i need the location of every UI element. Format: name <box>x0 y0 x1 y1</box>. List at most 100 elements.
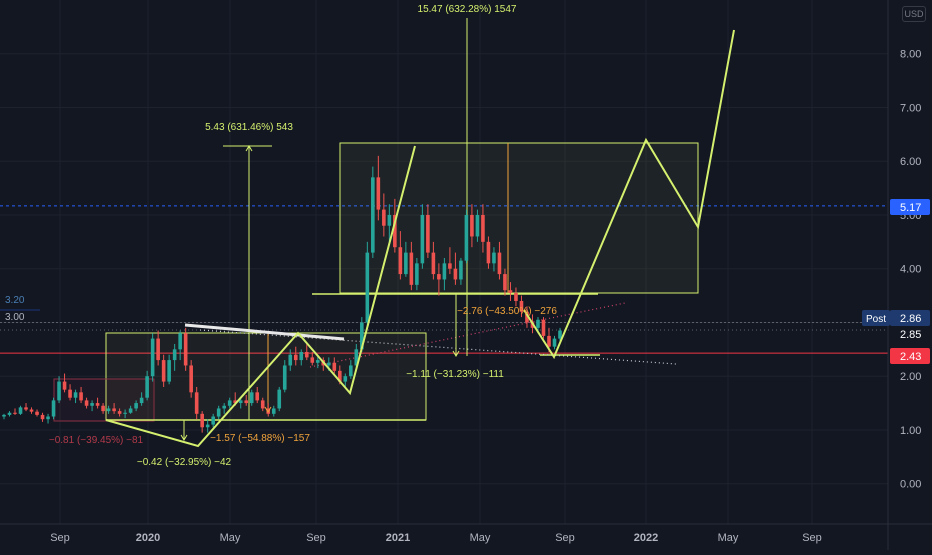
candle-body[interactable] <box>332 362 337 371</box>
candle-body[interactable] <box>382 209 386 226</box>
candle-body[interactable] <box>178 333 182 350</box>
candle-body[interactable] <box>299 352 304 361</box>
candle-body[interactable] <box>35 411 39 415</box>
candle-body[interactable] <box>84 400 89 406</box>
candle-body[interactable] <box>233 400 238 404</box>
candle-body[interactable] <box>349 365 353 377</box>
candle-body[interactable] <box>145 376 149 398</box>
candle-body[interactable] <box>2 414 6 417</box>
candle-body[interactable] <box>13 412 17 414</box>
candle-body[interactable] <box>62 381 67 390</box>
candle-body[interactable] <box>227 400 232 406</box>
candle-body[interactable] <box>128 408 133 413</box>
candle-body[interactable] <box>249 392 254 404</box>
candle-body[interactable] <box>189 365 193 393</box>
candle-body[interactable] <box>409 252 414 285</box>
candle-body[interactable] <box>448 263 452 269</box>
candle-body[interactable] <box>222 405 226 409</box>
candle-body[interactable] <box>134 403 138 409</box>
candle-body[interactable] <box>354 349 359 366</box>
candle-body[interactable] <box>194 392 199 414</box>
candle-body[interactable] <box>244 400 249 404</box>
candle-body[interactable] <box>205 424 210 428</box>
candle-body[interactable] <box>393 214 397 248</box>
candle-body[interactable] <box>437 274 441 280</box>
candle-body[interactable] <box>426 214 430 253</box>
candle-body[interactable] <box>508 290 513 293</box>
price-tag[interactable] <box>890 199 930 215</box>
candle-body[interactable] <box>503 274 507 291</box>
candle-body[interactable] <box>79 392 83 401</box>
candle-body[interactable] <box>387 214 392 226</box>
candle-body[interactable] <box>514 292 518 301</box>
candle-body[interactable] <box>200 413 204 428</box>
candle-body[interactable] <box>525 311 529 323</box>
candle-body[interactable] <box>552 338 557 347</box>
candle-body[interactable] <box>40 414 45 420</box>
candle-body[interactable] <box>46 416 50 420</box>
candle-body[interactable] <box>260 400 265 409</box>
range-box-left[interactable] <box>53 378 155 422</box>
candle-body[interactable] <box>172 349 177 361</box>
candle-body[interactable] <box>519 300 524 312</box>
candle-body[interactable] <box>492 252 496 264</box>
candle-body[interactable] <box>453 268 458 280</box>
candle-body[interactable] <box>101 405 105 412</box>
candle-body[interactable] <box>398 247 403 275</box>
candle-body[interactable] <box>139 397 144 404</box>
candle-body[interactable] <box>271 408 276 414</box>
candle-body[interactable] <box>282 365 287 390</box>
candle-body[interactable] <box>470 214 474 237</box>
candle-body[interactable] <box>106 408 111 412</box>
candle-body[interactable] <box>167 360 171 382</box>
candle-body[interactable] <box>57 381 61 401</box>
candle-body[interactable] <box>442 263 447 280</box>
candle-body[interactable] <box>156 338 160 361</box>
candle-body[interactable] <box>304 352 309 358</box>
candle-body[interactable] <box>475 214 480 237</box>
candle-body[interactable] <box>24 407 28 410</box>
post-tag[interactable] <box>862 310 890 326</box>
candle-body[interactable] <box>326 362 331 366</box>
candle-body[interactable] <box>415 263 419 285</box>
candles[interactable] <box>2 155 562 433</box>
candle-body[interactable] <box>123 412 127 414</box>
candle-body[interactable] <box>431 252 436 275</box>
candle-body[interactable] <box>343 376 348 382</box>
candle-body[interactable] <box>211 416 215 425</box>
candle-body[interactable] <box>360 322 364 350</box>
candle-body[interactable] <box>536 319 540 328</box>
candle-body[interactable] <box>183 333 188 366</box>
zigzag-projection-right[interactable] <box>523 29 735 360</box>
candle-body[interactable] <box>365 252 370 323</box>
candle-body[interactable] <box>420 214 425 264</box>
candle-body[interactable] <box>464 214 469 261</box>
candle-body[interactable] <box>376 177 381 210</box>
candle-body[interactable] <box>90 403 94 406</box>
candle-body[interactable] <box>530 322 535 328</box>
candle-body[interactable] <box>216 408 221 417</box>
candle-body[interactable] <box>541 319 546 336</box>
candle-body[interactable] <box>68 389 72 398</box>
candle-body[interactable] <box>481 214 485 242</box>
candle-body[interactable] <box>459 260 463 280</box>
resistance-line-white[interactable] <box>184 323 345 341</box>
price-tag[interactable] <box>890 348 930 364</box>
drawings-front[interactable] <box>105 29 735 448</box>
price-tag[interactable] <box>890 310 930 326</box>
candle-body[interactable] <box>117 411 122 414</box>
zigzag-projection-left[interactable] <box>105 145 416 448</box>
candle-body[interactable] <box>73 392 78 398</box>
candle-body[interactable] <box>315 360 320 363</box>
candle-body[interactable] <box>95 403 100 406</box>
candle-body[interactable] <box>7 412 12 415</box>
candle-body[interactable] <box>29 409 34 412</box>
candle-body[interactable] <box>255 392 260 401</box>
candle-body[interactable] <box>338 370 342 382</box>
candle-body[interactable] <box>150 338 155 377</box>
candle-body[interactable] <box>547 335 551 347</box>
candle-body[interactable] <box>18 407 23 414</box>
